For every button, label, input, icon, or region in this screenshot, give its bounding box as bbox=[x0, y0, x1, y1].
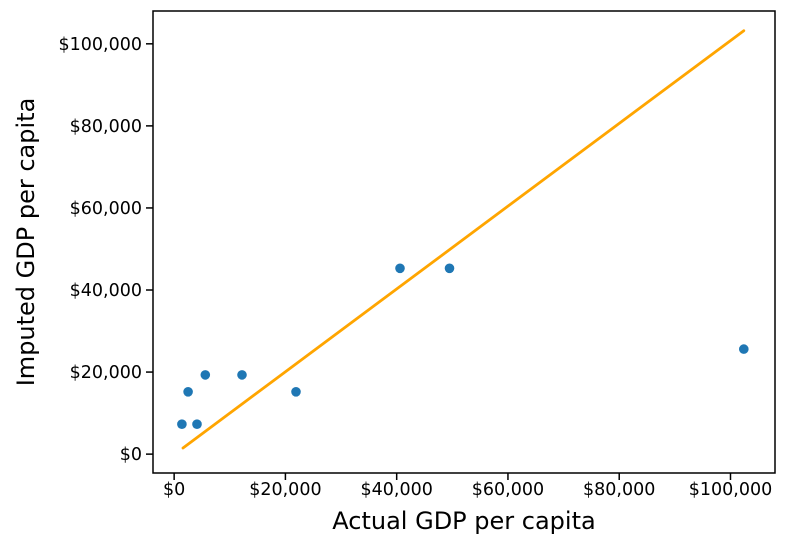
x-tick-label: $60,000 bbox=[472, 480, 544, 500]
y-axis-label: Imputed GDP per capita bbox=[12, 98, 40, 387]
x-axis-label: Actual GDP per capita bbox=[332, 507, 595, 535]
x-axis: $0 $20,000 $40,000 $60,000 $80,000 $100,000 bbox=[163, 473, 772, 500]
x-tick-label: $40,000 bbox=[360, 480, 432, 500]
scatter-point bbox=[200, 370, 211, 380]
x-tick-label: $100,000 bbox=[689, 480, 773, 500]
y-tick-label: $100,000 bbox=[58, 35, 142, 55]
scatter-point bbox=[237, 370, 247, 380]
scatter-point bbox=[177, 419, 187, 430]
plot-area bbox=[153, 11, 775, 473]
scatter-point bbox=[291, 387, 301, 397]
plot-spines bbox=[152, 10, 776, 474]
scatter-point bbox=[192, 419, 202, 430]
y-tick-label: $0 bbox=[120, 445, 142, 465]
y-tick-label: $20,000 bbox=[70, 363, 142, 383]
scatter-point bbox=[395, 263, 405, 274]
y-axis: $0 $20,000 $40,000 $60,000 $80,000 $100,000 bbox=[58, 35, 153, 465]
x-tick-label: $0 bbox=[163, 480, 185, 500]
x-tick-label: $80,000 bbox=[583, 480, 655, 500]
scatter-point bbox=[183, 387, 193, 397]
reference-line bbox=[181, 29, 746, 450]
series-layer bbox=[177, 29, 749, 450]
x-tick-label: $20,000 bbox=[249, 480, 321, 500]
scatter-point bbox=[444, 263, 455, 274]
y-tick-label: $60,000 bbox=[70, 199, 142, 219]
y-tick-label: $80,000 bbox=[70, 117, 142, 137]
scatter-point bbox=[739, 344, 749, 354]
y-tick-label: $40,000 bbox=[70, 281, 142, 301]
